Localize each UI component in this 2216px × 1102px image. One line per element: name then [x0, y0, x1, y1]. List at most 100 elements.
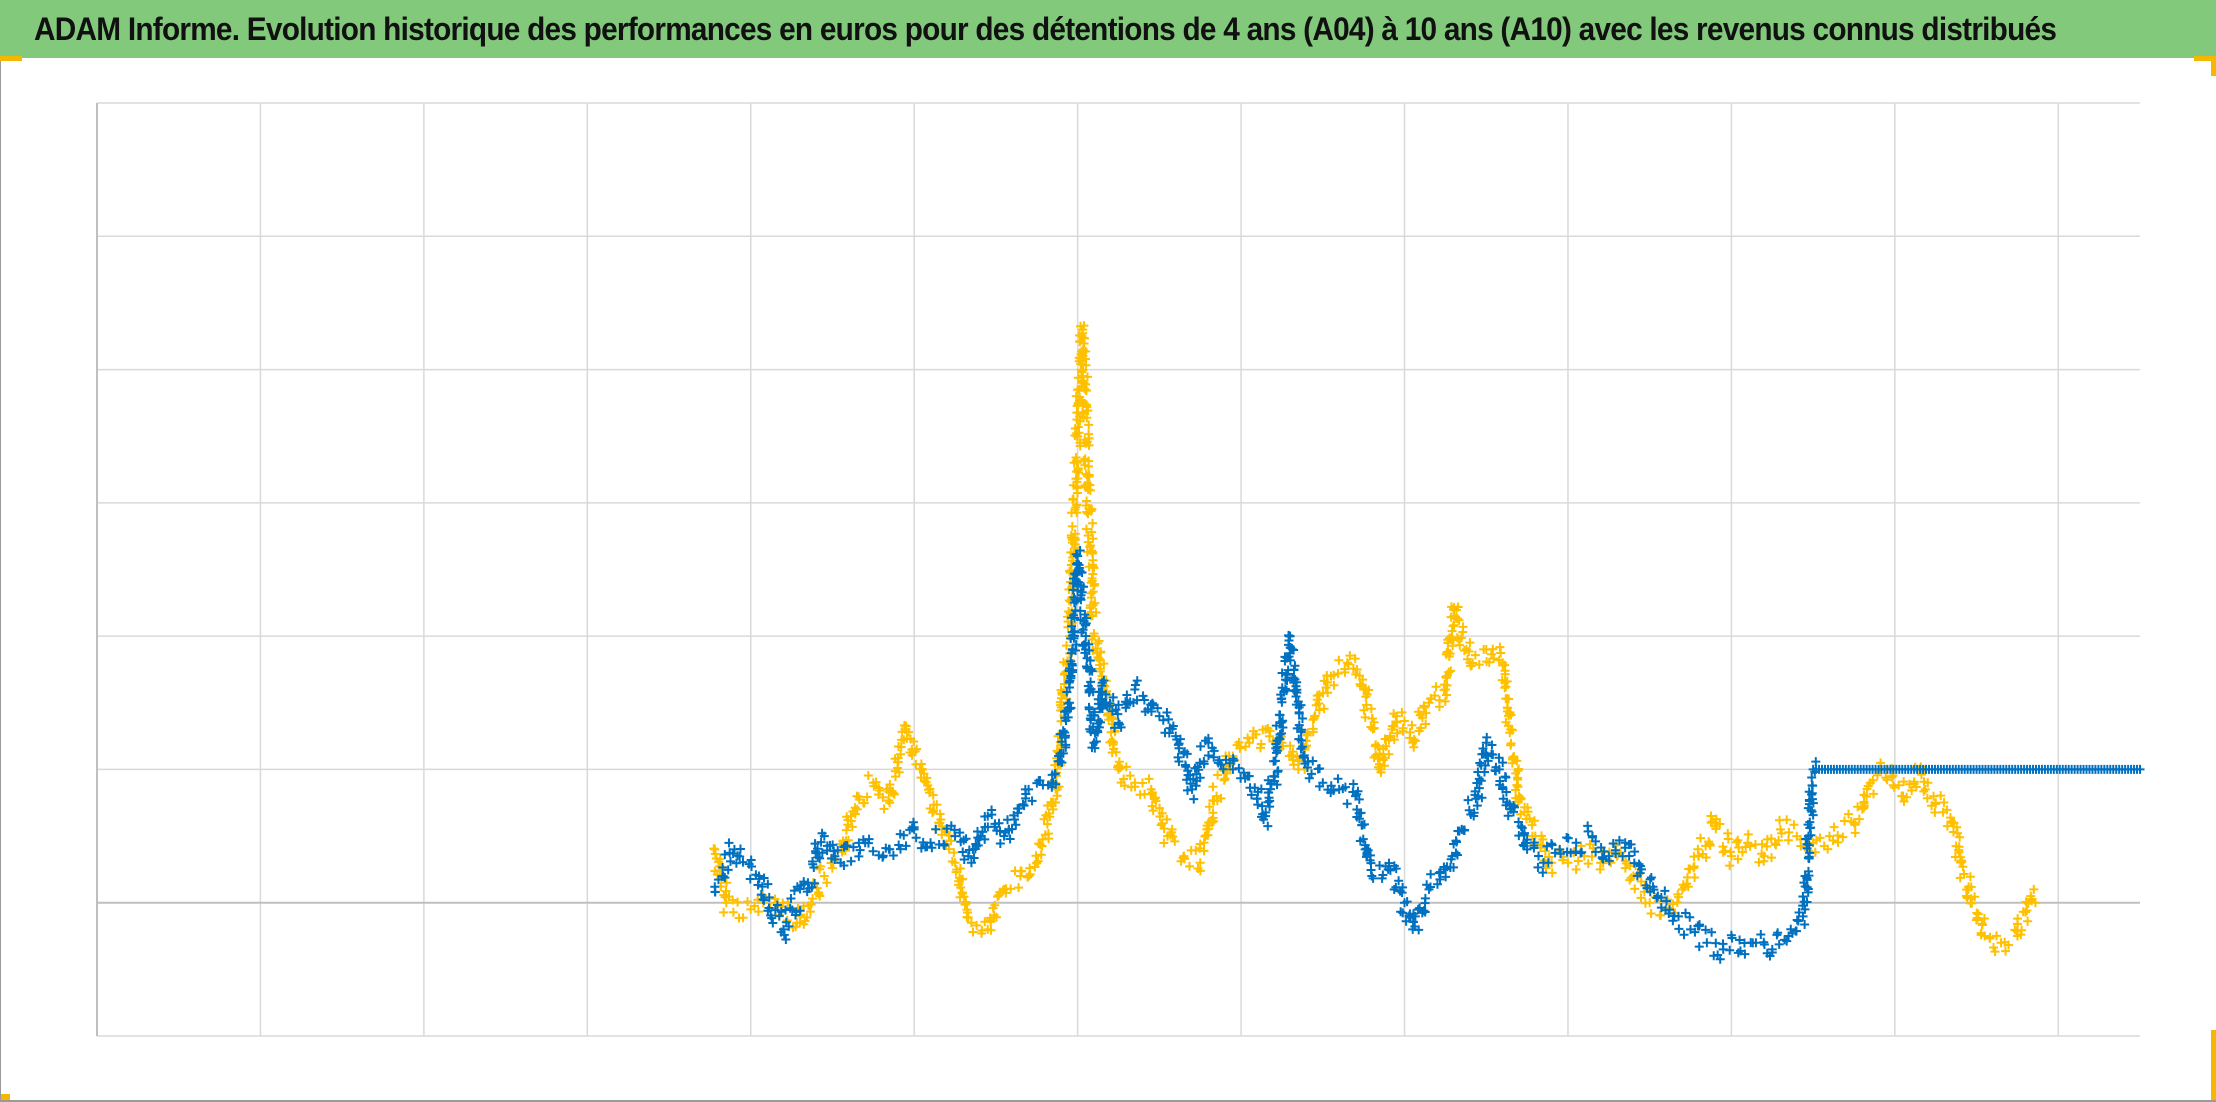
marker-plus	[1196, 741, 1206, 751]
marker-plus	[884, 844, 894, 854]
marker-plus	[735, 844, 745, 854]
marker-plus	[1811, 757, 1821, 767]
marker-plus	[1480, 761, 1490, 771]
marker-plus	[1082, 372, 1092, 382]
marker-plus	[1084, 687, 1094, 697]
marker-plus	[1446, 666, 1456, 676]
marker-plus	[1353, 786, 1363, 796]
marker-plus	[1323, 688, 1333, 698]
marker-plus	[1138, 691, 1148, 701]
marker-plus	[978, 827, 988, 837]
marker-plus	[1243, 771, 1253, 781]
marker-plus	[1517, 823, 1527, 833]
marker-plus	[1782, 815, 1792, 825]
marker-plus	[1454, 615, 1464, 625]
marker-plus	[1025, 869, 1035, 879]
marker-plus	[1802, 897, 1812, 907]
marker-plus	[1083, 480, 1093, 490]
marker-plus	[1421, 708, 1431, 718]
marker-plus	[1079, 321, 1089, 331]
marker-plus	[1392, 717, 1402, 727]
marker-plus	[906, 734, 916, 744]
marker-plus	[1468, 658, 1478, 668]
marker-plus	[1766, 834, 1776, 844]
marker-plus	[923, 780, 933, 790]
marker-plus	[1361, 692, 1371, 702]
marker-plus	[1366, 704, 1376, 714]
marker-plus	[1019, 801, 1029, 811]
marker-plus	[1523, 807, 1533, 817]
marker-plus	[1221, 755, 1231, 765]
marker-plus	[1520, 828, 1530, 838]
marker-plus	[1091, 736, 1101, 746]
marker-plus	[879, 804, 889, 814]
marker-plus	[1084, 456, 1094, 466]
marker-plus	[1685, 912, 1695, 922]
marker-plus	[735, 852, 745, 862]
marker-plus	[1573, 856, 1583, 866]
marker-plus	[1265, 784, 1275, 794]
marker-plus	[1089, 563, 1099, 573]
marker-plus	[1157, 818, 1167, 828]
marker-plus	[1587, 851, 1597, 861]
marker-plus	[993, 892, 1003, 902]
marker-plus	[1302, 741, 1311, 751]
marker-plus	[1614, 835, 1624, 845]
marker-plus	[795, 884, 805, 894]
marker-plus	[961, 897, 971, 907]
marker-plus	[1079, 333, 1089, 343]
marker-plus	[1265, 802, 1275, 812]
marker-plus	[1087, 549, 1097, 559]
marker-plus	[1085, 656, 1095, 666]
marker-plus	[1965, 872, 1975, 882]
marker-plus	[1296, 735, 1306, 745]
marker-plus	[724, 838, 734, 848]
marker-plus	[1786, 924, 1796, 934]
marker-plus	[1498, 758, 1508, 768]
marker-plus	[1389, 735, 1399, 745]
marker-plus	[1081, 360, 1091, 370]
marker-plus	[994, 818, 1004, 828]
marker-plus	[1074, 577, 1084, 587]
marker-plus	[1079, 438, 1089, 448]
marker-plus	[1319, 704, 1329, 714]
marker-plus	[1743, 829, 1753, 839]
marker-plus	[1088, 534, 1098, 544]
marker-plus	[1308, 756, 1318, 766]
marker-plus	[1109, 744, 1119, 754]
marker-plus	[1417, 713, 1427, 723]
marker-plus	[1246, 790, 1256, 800]
marker-plus	[944, 844, 954, 854]
marker-plus	[848, 842, 858, 852]
marker-plus	[1076, 590, 1086, 600]
marker-plus	[1916, 770, 1926, 780]
marker-plus	[1067, 584, 1077, 594]
marker-plus	[804, 883, 814, 893]
marker-plus	[1869, 789, 1879, 799]
marker-plus	[1789, 820, 1799, 830]
marker-plus	[1634, 859, 1644, 869]
marker-plus	[1844, 809, 1854, 819]
marker-plus	[1084, 470, 1094, 480]
marker-plus	[1804, 840, 1814, 850]
marker-plus	[1430, 691, 1440, 701]
marker-plus	[1705, 839, 1715, 849]
marker-plus	[1798, 911, 1808, 921]
marker-plus	[1733, 948, 1743, 958]
marker-plus	[1384, 858, 1394, 868]
marker-plus	[1740, 949, 1750, 959]
marker-plus	[1503, 811, 1513, 821]
marker-plus	[1287, 644, 1297, 654]
marker-plus	[1368, 724, 1378, 734]
marker-plus	[1379, 761, 1389, 771]
marker-plus	[1228, 754, 1238, 764]
marker-plus	[878, 792, 888, 802]
marker-plus	[1495, 776, 1505, 786]
marker-plus	[1087, 527, 1097, 537]
marker-plus	[1083, 509, 1093, 519]
marker-plus	[1180, 760, 1190, 770]
marker-plus	[1027, 796, 1037, 806]
marker-plus	[1013, 804, 1023, 814]
marker-plus	[1624, 839, 1634, 849]
marker-plus	[956, 883, 966, 893]
